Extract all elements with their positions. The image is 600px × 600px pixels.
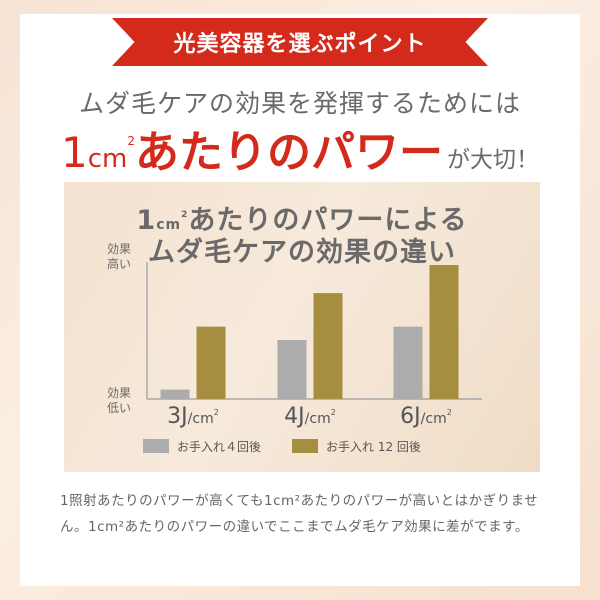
x-tick-unit: /cm [304, 411, 331, 427]
y-label-high: 効果高い [106, 242, 131, 271]
lead-line-1: ムダ毛ケアの効果を発揮するためには [78, 89, 521, 118]
chart-title-line-1: 1cm2あたりのパワーによる [64, 198, 540, 237]
legend-item-4: お手入れ４回後 [143, 437, 261, 455]
x-tick-num: 3J [167, 404, 188, 429]
lead-number: 1 [61, 128, 88, 177]
y-label-low: 効果低い [106, 386, 131, 415]
bar-s0-c1 [277, 340, 307, 399]
headline-banner: 光美容器を選ぶポイント [112, 18, 488, 66]
x-tick-unit: /cm [187, 411, 214, 427]
lead-tail: が大切！ [447, 147, 539, 173]
bar-s1-c1 [313, 293, 343, 399]
legend-label-12: お手入れ 12 回後 [326, 439, 421, 454]
legend-swatch-gold [292, 439, 318, 453]
bar-s1-c2 [429, 265, 459, 399]
bar-s0-c2 [393, 326, 423, 399]
lead-unit: cm [87, 144, 128, 174]
bar-s1-c0 [196, 326, 226, 399]
legend-label-4: お手入れ４回後 [177, 439, 262, 454]
x-tick-sup: 2 [330, 408, 336, 417]
chart-title-line-2: ムダ毛ケアの効果の違い [148, 237, 456, 268]
chart-title-rest: あたりのパワーによる [188, 205, 468, 236]
x-tick-num: 6J [400, 404, 421, 429]
x-tick-label: 6J/cm2 [376, 404, 476, 429]
chart-title-unit: cm [156, 217, 182, 233]
x-tick-sup: 2 [213, 408, 219, 417]
legend-item-12: お手入れ 12 回後 [292, 437, 421, 455]
lead-emphasis: あたりのパワー [135, 127, 443, 178]
x-tick-label: 4J/cm2 [260, 404, 360, 429]
lead-line-2: 1cm2あたりのパワー が大切！ [0, 116, 600, 180]
x-tick-sup: 2 [446, 408, 452, 417]
x-tick-num: 4J [284, 404, 305, 429]
chart-title-num: 1 [136, 205, 157, 236]
chart-panel [64, 182, 540, 472]
legend-swatch-gray [143, 439, 169, 453]
x-tick-unit: /cm [420, 411, 447, 427]
body-paragraph: 1照射あたりのパワーが高くても1cm²あたりのパワーが高いとはかぎりません。1c… [60, 493, 539, 535]
bar-s0-c0 [160, 389, 190, 399]
lead-unit-sup: 2 [127, 134, 135, 148]
x-tick-label: 3J/cm2 [143, 404, 243, 429]
banner-text: 光美容器を選ぶポイント [173, 32, 427, 57]
chart-title-sup: 2 [181, 210, 189, 220]
